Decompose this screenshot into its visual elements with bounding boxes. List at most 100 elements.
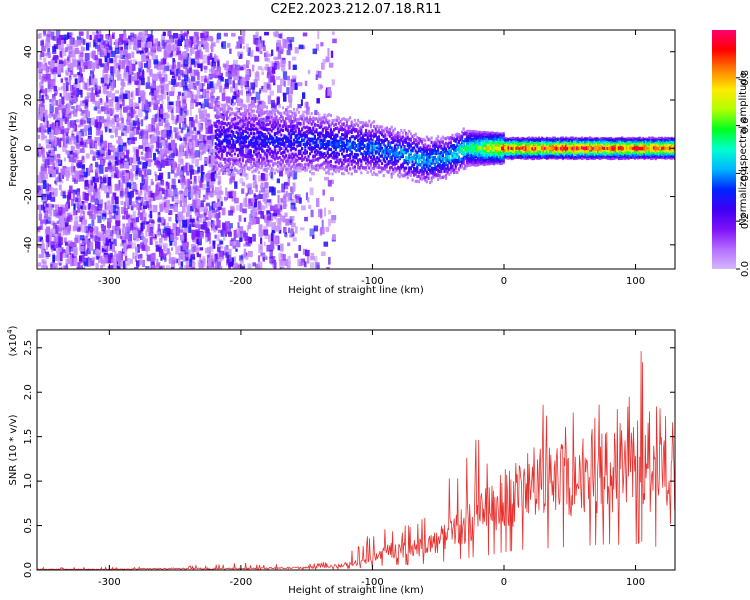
spectrogram-noise-cell	[78, 89, 83, 95]
spectrogram-noise-cell	[79, 119, 84, 127]
spectrogram-signal-cell	[227, 108, 230, 111]
spectrogram-noise-cell	[168, 158, 172, 166]
spectrogram-noise-cell	[126, 150, 129, 159]
spectrogram-noise-cell	[212, 220, 216, 227]
spectrogram-noise-cell	[142, 186, 148, 190]
spectrogram-noise-cell	[178, 54, 183, 61]
spectrogram-noise-cell	[194, 94, 198, 100]
spectrogram-noise-cell	[73, 170, 78, 175]
spectrogram-noise-cell	[169, 38, 173, 44]
spectrogram-noise-cell	[116, 117, 121, 121]
spectrogram-noise-cell	[144, 47, 149, 53]
spectrogram-signal-cell	[286, 139, 289, 143]
spectrogram-noise-cell	[167, 100, 172, 110]
spectrogram-noise-cell	[97, 47, 101, 52]
spectrogram-noise-cell	[44, 62, 48, 66]
spectrogram-noise-cell	[264, 66, 268, 70]
spectrogram-noise-cell	[259, 51, 263, 55]
spectrogram-signal-cell	[341, 147, 344, 151]
spectrogram-noise-cell	[120, 46, 123, 51]
spectrogram-noise-cell	[211, 42, 216, 47]
spectrogram-noise-cell	[239, 178, 244, 184]
spectrogram-signal-cell	[221, 148, 224, 152]
spectrogram-noise-cell	[63, 34, 69, 40]
spectrogram-noise-cell	[107, 232, 111, 241]
spectrogram-noise-cell	[145, 197, 150, 203]
spectrogram-noise-cell	[322, 58, 327, 64]
spectrogram-noise-cell	[124, 90, 129, 94]
spectrogram-noise-cell	[70, 110, 74, 115]
spectrogram-noise-cell	[70, 218, 73, 223]
spectrogram-signal-cell	[273, 145, 276, 149]
spectrogram-noise-cell	[156, 136, 160, 146]
spectrogram-noise-cell	[74, 152, 78, 158]
spectrogram-noise-cell	[212, 240, 216, 245]
spectrogram-signal-cell	[352, 166, 355, 170]
spectrogram-signal-cell	[240, 103, 243, 107]
spectrogram-noise-cell	[165, 39, 171, 44]
spectrogram-noise-cell	[250, 97, 254, 100]
spectrogram-signal-cell	[261, 165, 264, 169]
spectrogram-noise-cell	[204, 157, 209, 161]
spectrogram-noise-cell	[166, 190, 171, 197]
spectrogram-signal-cell	[299, 142, 302, 145]
spectrogram-noise-cell	[214, 213, 220, 219]
spectrogram-noise-cell	[65, 246, 70, 255]
spectrogram-noise-cell	[95, 174, 101, 178]
spectrogram-noise-cell	[65, 71, 69, 75]
spectrogram-noise-cell	[145, 55, 150, 59]
spectrogram-noise-cell	[122, 93, 128, 99]
spectrogram-noise-cell	[144, 238, 149, 243]
spectrogram-noise-cell	[122, 125, 127, 131]
spectrogram-noise-cell	[83, 171, 88, 177]
spectrogram-noise-cell	[123, 201, 127, 208]
spectrogram-signal-cell	[289, 134, 292, 138]
spectrogram-noise-cell	[91, 213, 96, 220]
spectrogram-noise-cell	[136, 196, 141, 200]
spectrogram-noise-cell	[209, 191, 214, 198]
spectrogram-signal-cell	[273, 120, 276, 124]
spectrogram-signal-cell	[342, 133, 345, 137]
spectrogram-noise-cell	[176, 99, 180, 107]
spectrogram-noise-cell	[137, 118, 140, 123]
spectrogram-noise-cell	[292, 77, 297, 83]
spectrogram-signal-cell	[328, 124, 331, 128]
spectrogram-noise-cell	[181, 79, 187, 88]
spectrogram-noise-cell	[45, 190, 50, 195]
spectrogram-noise-cell	[71, 106, 75, 110]
spectrogram-signal-cell	[305, 115, 308, 119]
spectrogram-signal-cell	[353, 118, 356, 122]
spectrogram-signal-cell	[270, 167, 273, 171]
spectrogram-noise-cell	[288, 60, 291, 70]
spectrogram-noise-cell	[149, 223, 155, 231]
spectrogram-noise-cell	[183, 225, 188, 233]
spectrogram-noise-cell	[198, 133, 202, 140]
spectrogram-noise-cell	[50, 196, 56, 202]
spectrogram-signal-cell	[283, 150, 286, 154]
spectrogram-noise-cell	[142, 162, 148, 169]
spectrogram-noise-cell	[42, 261, 47, 268]
spectrogram-noise-cell	[219, 256, 224, 261]
spectrogram-noise-cell	[148, 246, 151, 251]
spectrogram-signal-cell	[254, 137, 257, 141]
spectrogram-noise-cell	[44, 121, 47, 127]
spectrogram-noise-cell	[81, 63, 85, 72]
spectrogram-noise-cell	[272, 233, 275, 243]
spectrogram-noise-cell	[170, 45, 174, 52]
spectrogram-noise-cell	[233, 262, 238, 269]
spectrogram-signal-cell	[286, 144, 289, 148]
spectrogram-noise-cell	[76, 134, 79, 143]
spectrogram-noise-cell	[131, 51, 135, 58]
spectrogram-noise-cell	[167, 30, 172, 37]
spectrogram-noise-cell	[170, 130, 173, 139]
spectrogram-noise-cell	[165, 181, 169, 186]
spectrogram-noise-cell	[183, 112, 186, 120]
spectrogram-signal-cell	[248, 140, 251, 144]
spectrogram-signal-cell	[238, 128, 241, 132]
spectrogram-signal-cell	[296, 117, 299, 121]
spectrogram-noise-cell	[148, 160, 152, 167]
spectrogram-noise-cell	[183, 188, 188, 196]
spectrogram-signal-cell	[345, 138, 348, 142]
spectrogram-signal-cell	[323, 156, 326, 159]
spectrogram-noise-cell	[122, 60, 126, 68]
